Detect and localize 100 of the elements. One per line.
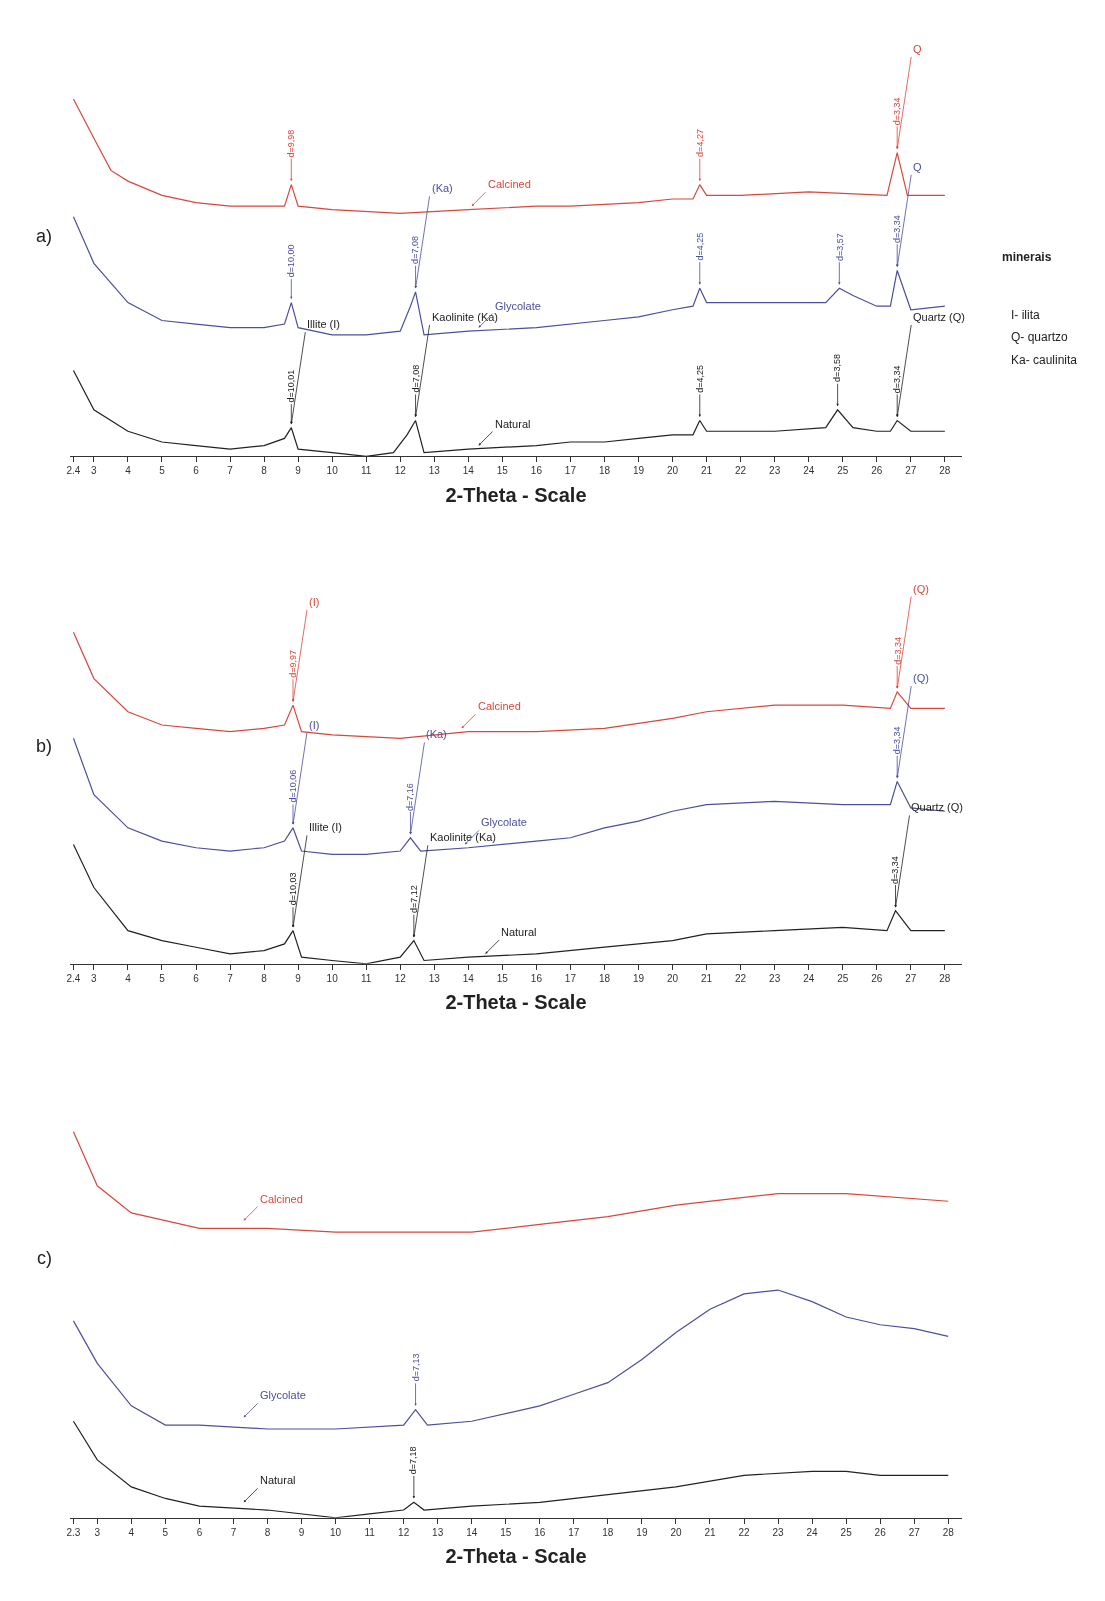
x-tick-label: 19 bbox=[632, 972, 645, 984]
x-tick-label: 11 bbox=[361, 465, 372, 477]
x-tick-label: 6 bbox=[196, 1526, 203, 1538]
annotation: (Ka) bbox=[432, 182, 453, 194]
annotation: d=7,12 bbox=[408, 885, 419, 914]
annotation: Natural bbox=[501, 926, 537, 938]
text: a) bbox=[36, 226, 53, 246]
x-tick-label: 3 bbox=[94, 1526, 101, 1538]
x-tick-label: 28 bbox=[942, 1526, 955, 1538]
x-tick-label: 19 bbox=[636, 1526, 648, 1538]
x-tick-label: 28 bbox=[939, 972, 951, 984]
x-tick-label: 5 bbox=[162, 1526, 169, 1538]
annotation: Calcined bbox=[488, 178, 531, 190]
x-tick-label: 7 bbox=[227, 972, 234, 984]
x-tick-label: 25 bbox=[840, 1526, 853, 1538]
x-tick-label: 27 bbox=[905, 972, 917, 984]
annotation: d=3,34 bbox=[892, 636, 903, 665]
annotation: d=3,34 bbox=[890, 856, 901, 884]
x-tick-label: 4 bbox=[125, 465, 132, 477]
x-tick-label: 26 bbox=[871, 972, 883, 984]
x-tick-label: 10 bbox=[326, 972, 339, 984]
annotation: Kaolinite (Ka) bbox=[430, 831, 497, 843]
annotation: d=4,25 bbox=[694, 364, 705, 393]
x-tick-label: 8 bbox=[261, 465, 268, 477]
text: b) bbox=[36, 736, 53, 756]
x-tick-label: 2.3 bbox=[66, 1526, 81, 1538]
annotation: Natural bbox=[260, 1474, 296, 1486]
annotation: Kaolinite (Ka) bbox=[432, 311, 499, 323]
annotation: Calcined bbox=[260, 1193, 303, 1205]
x-tick-label: 20 bbox=[670, 1526, 682, 1538]
x-tick-label: 10 bbox=[326, 465, 339, 477]
x-tick-label: 4 bbox=[128, 1526, 135, 1538]
x-tick-label: 10 bbox=[330, 1526, 342, 1538]
text: I- ilita bbox=[1011, 308, 1040, 322]
x-tick-label: 24 bbox=[803, 972, 815, 984]
x-tick-label: 28 bbox=[939, 465, 951, 477]
annotation: (I) bbox=[309, 596, 320, 608]
text: minerais bbox=[1002, 250, 1052, 264]
x-tick-label: 12 bbox=[394, 972, 407, 984]
x-tick-label: 12 bbox=[394, 465, 407, 477]
annotation: d=10,06 bbox=[288, 769, 299, 803]
text: Ka- caulinita bbox=[1011, 353, 1078, 367]
x-tick-label: 2.4 bbox=[66, 465, 81, 477]
x-tick-label: 21 bbox=[701, 465, 713, 477]
x-axis-title: 2-Theta - Scale bbox=[445, 1545, 587, 1568]
x-tick-label: 22 bbox=[738, 1526, 751, 1538]
x-tick-label: 21 bbox=[701, 972, 713, 984]
x-tick-label: 25 bbox=[837, 972, 849, 984]
x-tick-label: 15 bbox=[500, 1526, 512, 1538]
annotation: d=9,98 bbox=[286, 129, 297, 158]
x-tick-label: 6 bbox=[193, 465, 200, 477]
annotation: d=3,58 bbox=[832, 354, 843, 382]
x-tick-label: 2.4 bbox=[66, 972, 81, 984]
x-tick-label: 27 bbox=[905, 465, 917, 477]
x-tick-label: 8 bbox=[261, 972, 268, 984]
x-tick-label: 9 bbox=[295, 972, 302, 984]
x-tick-label: 17 bbox=[568, 1526, 580, 1538]
x-tick-label: 13 bbox=[428, 972, 441, 984]
annotation: d=10,03 bbox=[287, 872, 298, 906]
x-tick-label: 14 bbox=[462, 465, 475, 477]
x-tick-label: 17 bbox=[564, 972, 577, 984]
x-tick-label: 11 bbox=[361, 972, 372, 984]
annotation: d=3,34 bbox=[892, 97, 903, 126]
x-tick-label: 19 bbox=[632, 465, 645, 477]
x-tick-label: 15 bbox=[496, 465, 509, 477]
x-tick-label: 18 bbox=[602, 1526, 614, 1538]
x-tick-label: 3 bbox=[91, 465, 98, 477]
x-tick-label: 4 bbox=[125, 972, 132, 984]
x-tick-label: 17 bbox=[564, 465, 577, 477]
x-tick-label: 7 bbox=[230, 1526, 237, 1538]
x-axis-title: 2-Theta - Scale bbox=[445, 991, 587, 1014]
text: Q- quartzo bbox=[1011, 330, 1069, 344]
annotation: d=10,00 bbox=[286, 244, 297, 278]
x-tick-label: 24 bbox=[806, 1526, 819, 1538]
annotation: d=10,01 bbox=[286, 369, 297, 403]
annotation: d=7,18 bbox=[408, 1446, 419, 1475]
annotation: d=3,34 bbox=[892, 215, 903, 244]
annotation: d=3,34 bbox=[892, 726, 903, 755]
x-tick-label: 20 bbox=[666, 972, 679, 984]
annotation: (I) bbox=[309, 719, 320, 731]
annotation: (Q) bbox=[913, 583, 929, 595]
x-tick-label: 23 bbox=[772, 1526, 785, 1538]
annotation: d=3,57 bbox=[834, 233, 845, 262]
annotation: Illite (I) bbox=[307, 318, 340, 330]
x-tick-label: 15 bbox=[496, 972, 509, 984]
x-tick-label: 14 bbox=[462, 972, 475, 984]
annotation: Q bbox=[913, 161, 922, 173]
annotation: d=7,08 bbox=[410, 236, 421, 264]
x-tick-label: 22 bbox=[735, 465, 747, 477]
annotation: (Q) bbox=[913, 672, 929, 684]
x-tick-label: 22 bbox=[735, 972, 747, 984]
x-tick-label: 24 bbox=[803, 465, 815, 477]
annotation: d=7,08 bbox=[410, 364, 421, 393]
annotation: d=4,25 bbox=[695, 232, 706, 261]
x-tick-label: 23 bbox=[769, 972, 781, 984]
x-tick-label: 3 bbox=[91, 972, 98, 984]
x-tick-label: 13 bbox=[428, 465, 441, 477]
annotation: d=7,16 bbox=[404, 783, 415, 811]
annotation: d=3,34 bbox=[892, 365, 903, 394]
annotation: Glycolate bbox=[481, 816, 527, 828]
